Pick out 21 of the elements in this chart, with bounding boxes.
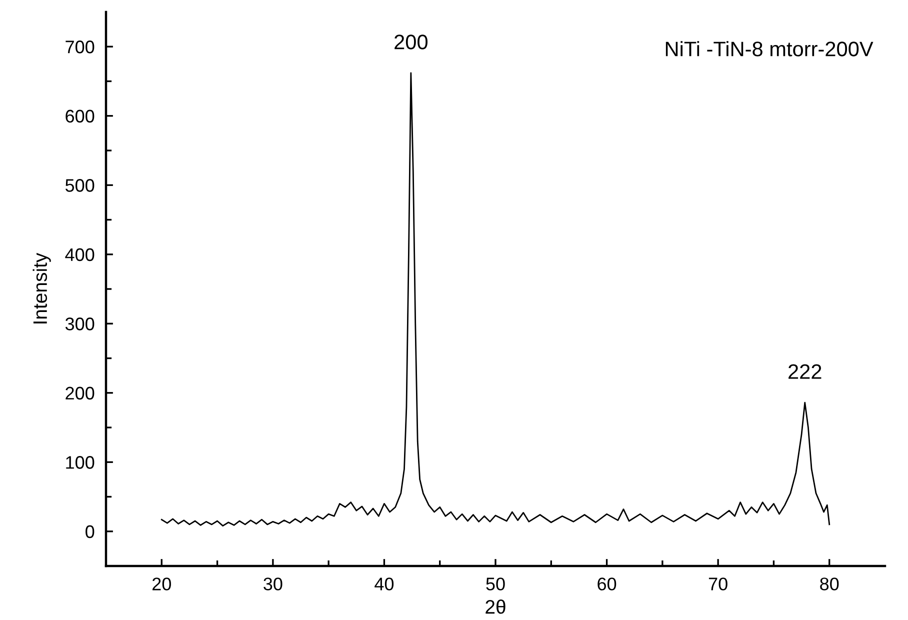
y-tick-label: 600 [66,110,94,123]
y-tick-label: 700 [66,40,94,54]
y-tick-label: 300 [65,318,94,330]
annotation: 222 [788,364,822,379]
x-tick-label: 20 [152,578,171,590]
y-tick-label: 500 [65,179,94,192]
x-tick-label: 70 [708,578,728,590]
x-tick-label: 40 [374,578,394,590]
y-tick-label: 0 [86,525,94,538]
y-tick-label: 200 [66,386,94,400]
line-series [160,72,830,527]
annotation: 200 [394,34,428,50]
x-tick-label: 60 [598,578,616,590]
x-tick-label: 80 [820,578,839,590]
y-tick-label: 400 [65,248,94,262]
x-tick-label: 50 [486,578,505,590]
y-tick-label: 100 [66,456,94,469]
x-tick-label: 30 [264,578,282,590]
y-axis-title: Intensity [32,252,51,324]
annotation: NiTi -TiN-8 mtorr-200V [666,41,874,56]
x-axis-title: 2θ [486,600,506,614]
